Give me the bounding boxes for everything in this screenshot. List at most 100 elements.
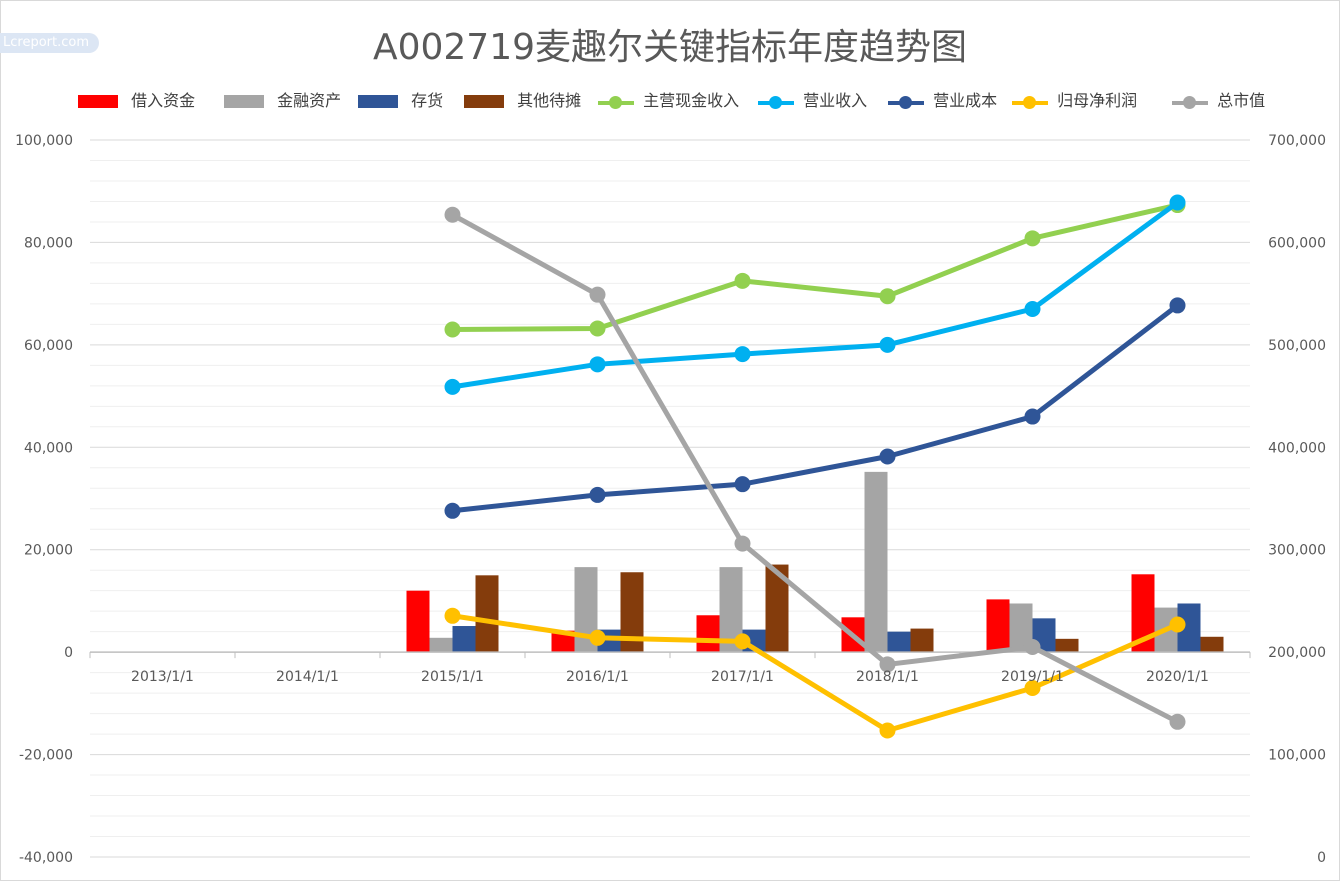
y-right-tick-label: 700,000 [1268,133,1326,149]
bar-0-4 [696,615,720,653]
series-point-3-4 [1024,679,1041,696]
bar-2-7 [1177,603,1201,653]
chart-title: A002719麦趣尔关键指标年度趋势图 [372,27,968,68]
legend-item-cost: 营业成本 [888,90,997,112]
series-point-0-2 [734,272,751,289]
bar-2-2 [452,626,476,653]
series-line-3 [450,613,1180,734]
series-point-1-4 [1024,301,1041,318]
x-tick-label: 2015/1/1 [421,669,484,685]
series-point-0-1 [589,320,606,337]
series-point-3-1 [589,629,606,646]
bar-3-3 [620,572,644,653]
y-left-tick-label: 80,000 [24,235,73,251]
series-line-0 [450,202,1180,332]
legend-item-financial-assets: 金融资产 [224,90,341,112]
watermark: Lcreport.com [0,33,99,53]
legend-swatch [358,95,398,108]
legend-label: 主营现金收入 [643,91,740,110]
series-point-3-5 [1169,616,1186,633]
legend-label: 归母净利润 [1057,91,1138,110]
y-left-tick-label: -20,000 [19,748,73,764]
y-right-tick-label: 400,000 [1268,440,1326,456]
series-point-0-3 [879,288,896,305]
bar-3-6 [1055,638,1079,653]
y-left-tick-label: 40,000 [24,440,73,456]
series-point-0-0 [444,321,461,338]
y-right-tick-label: 300,000 [1268,543,1326,559]
x-tick-label: 2014/1/1 [276,669,339,685]
series-point-0-4 [1024,230,1041,247]
series-point-2-0 [444,502,461,519]
legend-item-cash-revenue: 主营现金收入 [598,90,739,112]
x-tick-label: 2013/1/1 [131,669,194,685]
series-point-4-4 [1024,639,1041,656]
bar-1-5 [864,471,888,653]
bar-0-2 [406,590,430,653]
y-left-tick-label: 100,000 [15,133,73,149]
series-point-3-0 [444,607,461,624]
legend-swatch [1172,95,1208,109]
series-point-4-2 [734,535,751,552]
series-point-3-2 [734,633,751,650]
y-left-tick-label: 60,000 [24,338,73,354]
series-point-2-3 [879,448,896,465]
y-left-tick-label: -40,000 [19,850,73,866]
legend-item-market-cap: 总市值 [1172,90,1265,112]
y-right-tick-label: 600,000 [1268,235,1326,251]
y-right-tick-label: 200,000 [1268,645,1326,661]
legend-label: 其他待摊 [517,91,582,110]
series-point-1-1 [589,356,606,373]
legend-label: 存货 [411,91,444,110]
series-line-1 [450,199,1180,390]
series-line-2 [450,302,1180,514]
legend-swatch [224,95,264,108]
legend-label: 借入资金 [131,91,196,110]
series-line-4 [450,212,1180,725]
x-tick-label: 2019/1/1 [1001,669,1064,685]
series-point-3-3 [879,722,896,739]
y-left-tick-label: 20,000 [24,543,73,559]
series-point-4-3 [879,656,896,673]
bar-1-4 [719,567,743,653]
legend-swatch [78,95,118,108]
bar-1-6 [1009,603,1033,653]
bar-1-2 [429,637,453,653]
legend-swatch [758,95,794,109]
bar-3-2 [475,575,499,653]
series-point-1-3 [879,336,896,353]
bar-0-3 [551,630,575,653]
series-point-2-4 [1024,408,1041,425]
series-point-2-1 [589,486,606,503]
y-right-tick-label: 100,000 [1268,748,1326,764]
series-point-4-0 [444,206,461,223]
x-tick-label: 2017/1/1 [711,669,774,685]
series-point-4-1 [589,286,606,303]
legend-swatch [888,95,924,109]
legend-item-borrowed-funds: 借入资金 [78,90,195,112]
legend-label: 营业成本 [933,91,998,110]
y-right-tick-label: 500,000 [1268,338,1326,354]
legend-label: 金融资产 [277,91,342,110]
series-point-2-2 [734,476,751,493]
bar-3-7 [1200,636,1224,653]
bar-1-3 [574,567,598,653]
legend-swatch [1012,95,1048,109]
series-point-1-2 [734,346,751,363]
legend-swatch [464,95,504,108]
legend-item-net-profit: 归母净利润 [1012,90,1137,112]
legend-item-revenue: 营业收入 [758,90,867,112]
bar-3-5 [910,628,934,653]
y-right-tick-label: 0 [1317,850,1326,866]
x-tick-label: 2018/1/1 [856,669,919,685]
series-point-2-5 [1169,297,1186,314]
series-point-4-5 [1169,713,1186,730]
series-point-1-5 [1169,194,1186,211]
bar-0-7 [1131,574,1155,653]
bar-3-4 [765,564,789,653]
y-left-tick-label: 0 [64,645,73,661]
x-tick-label: 2020/1/1 [1146,669,1209,685]
series-point-1-0 [444,378,461,395]
legend-label: 总市值 [1217,91,1266,110]
